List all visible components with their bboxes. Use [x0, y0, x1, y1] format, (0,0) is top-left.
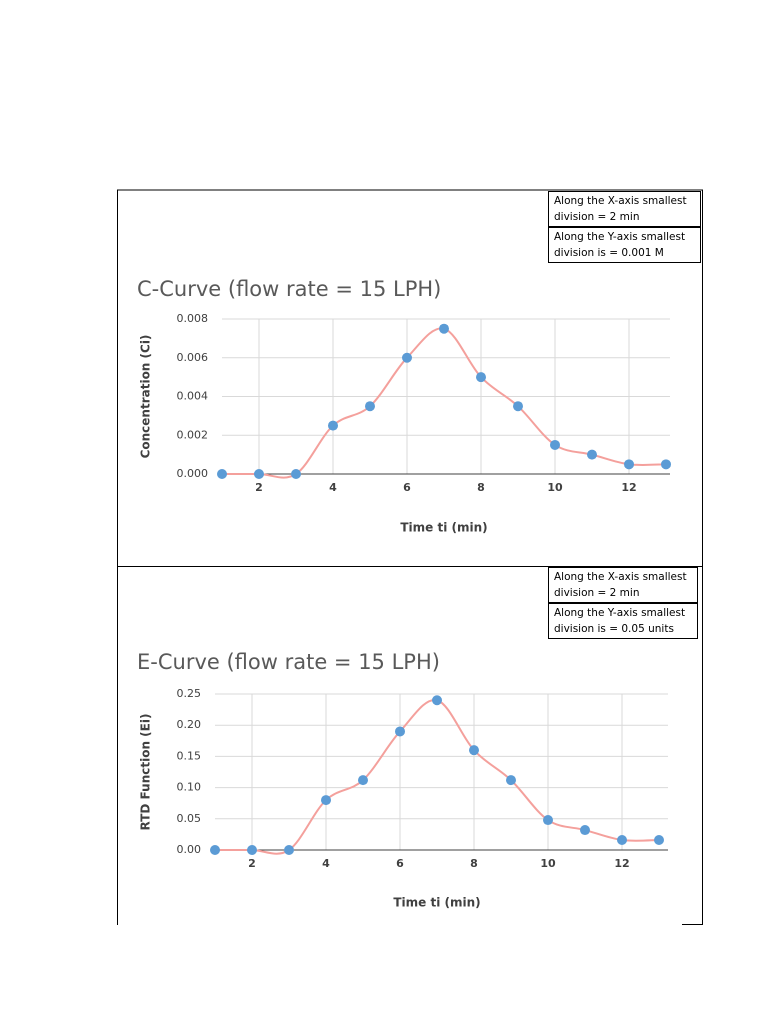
x-tick-label: 10 [547, 481, 563, 494]
note-text: Along the Y-axis smallest division is = 0… [554, 607, 685, 635]
y-tick-label: 0.25 [177, 687, 202, 700]
data-point [358, 775, 368, 786]
x-tick-label: 2 [255, 481, 263, 494]
x-tick-label: 6 [396, 857, 404, 870]
data-point [247, 845, 257, 855]
y-tick-label: 0.05 [177, 812, 202, 825]
data-point [439, 323, 449, 334]
x-tick-label: 6 [403, 481, 411, 494]
note-text: Along the X-axis smallest division = 2 mi… [554, 571, 687, 599]
data-point [210, 845, 220, 855]
data-point [254, 469, 264, 479]
data-point [291, 469, 301, 479]
y-tick-label: 0.004 [177, 390, 209, 403]
data-point [402, 352, 412, 363]
y-tick-label: 0.00 [177, 843, 202, 856]
data-point [506, 775, 516, 786]
x-tick-label: 4 [329, 481, 337, 494]
x-tick-label: 2 [248, 857, 256, 870]
data-point [328, 420, 338, 431]
data-point [550, 439, 560, 450]
trend-line [222, 327, 667, 479]
y-axis-label: RTD Function (Ei) [139, 714, 153, 831]
x-tick-label: 8 [470, 857, 478, 870]
data-point [476, 372, 486, 383]
note-box [548, 191, 701, 227]
data-point [365, 401, 375, 412]
data-point [469, 745, 479, 756]
data-point [217, 469, 227, 479]
x-tick-label: 4 [322, 857, 330, 870]
data-point [580, 825, 590, 836]
data-point [395, 726, 405, 737]
data-point [321, 795, 331, 806]
x-tick-label: 12 [621, 481, 636, 494]
note-box [548, 567, 698, 603]
data-point [654, 835, 664, 846]
y-tick-label: 0.006 [177, 351, 209, 364]
note-text: Along the Y-axis smallest division is = 0… [554, 231, 685, 259]
data-point [432, 695, 442, 706]
chart-title: E-Curve (flow rate = 15 LPH) [137, 650, 440, 674]
note-box [548, 227, 701, 263]
data-point [587, 449, 597, 460]
y-tick-label: 0.15 [177, 749, 202, 762]
x-tick-label: 10 [540, 857, 556, 870]
data-point [513, 401, 523, 412]
y-axis-label: Concentration (Ci) [139, 335, 153, 459]
data-point [284, 845, 294, 855]
x-axis-label: Time ti (min) [393, 896, 480, 910]
y-tick-label: 0.10 [177, 781, 202, 794]
data-point [543, 815, 553, 826]
y-tick-label: 0.002 [177, 428, 209, 441]
trend-line [214, 699, 660, 855]
y-tick-label: 0.20 [177, 718, 202, 731]
note-box [548, 603, 698, 639]
note-text: Along the X-axis smallest division = 2 mi… [554, 195, 687, 223]
x-tick-label: 12 [614, 857, 629, 870]
y-tick-label: 0.000 [177, 467, 209, 480]
x-tick-label: 8 [477, 481, 485, 494]
data-point [624, 459, 634, 470]
chart-title: C-Curve (flow rate = 15 LPH) [137, 277, 441, 301]
data-point [617, 835, 627, 846]
data-point [661, 459, 671, 470]
y-tick-label: 0.008 [177, 312, 209, 325]
x-axis-label: Time ti (min) [400, 521, 487, 535]
